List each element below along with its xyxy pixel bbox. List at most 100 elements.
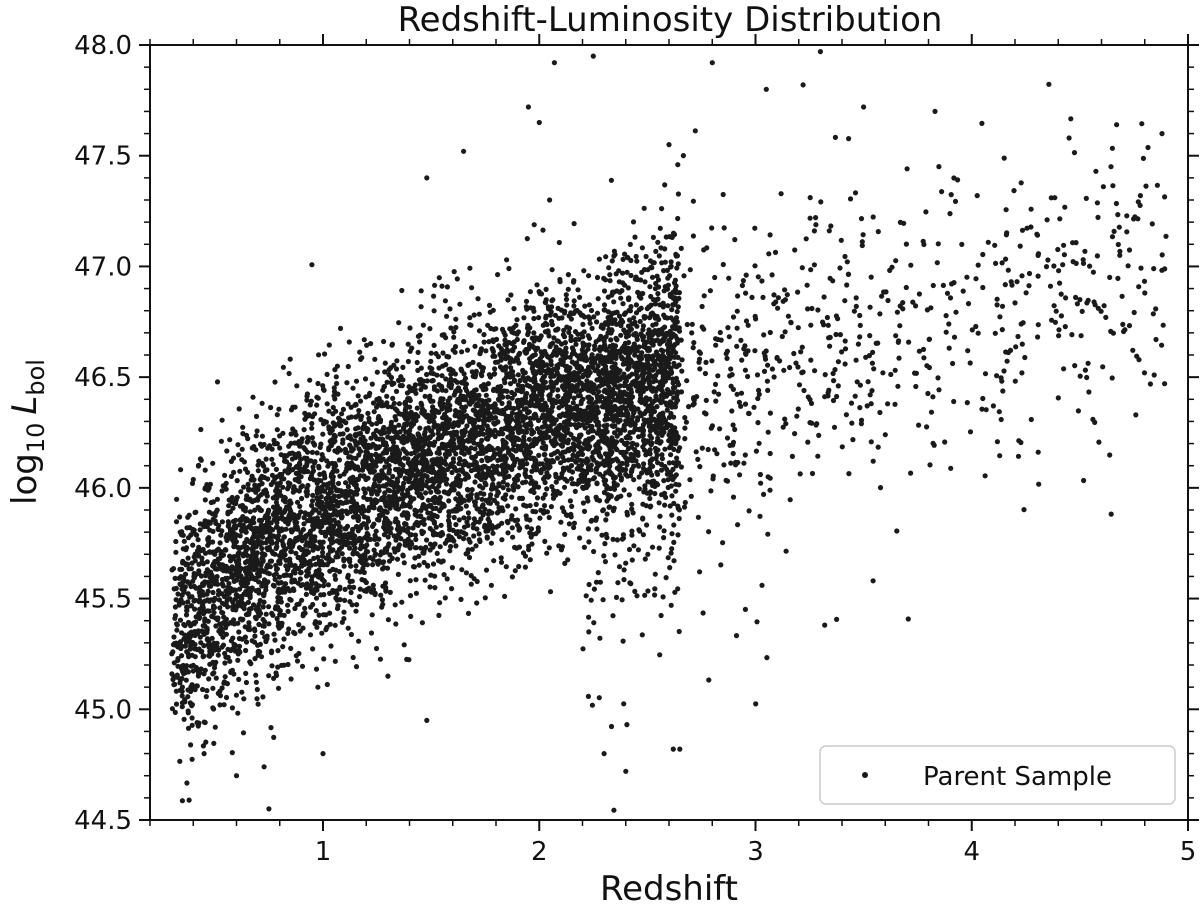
data-point: [245, 486, 252, 492]
data-point: [581, 440, 587, 447]
data-point: [366, 504, 372, 511]
data-point: [842, 338, 848, 344]
data-point: [639, 269, 645, 275]
data-point: [665, 484, 671, 491]
data-point: [296, 488, 302, 494]
data-point: [832, 367, 838, 373]
data-point: [588, 597, 594, 603]
data-point: [942, 439, 948, 445]
data-point: [341, 558, 347, 564]
data-point: [523, 350, 529, 356]
data-point: [520, 413, 526, 419]
data-point: [854, 379, 860, 385]
data-point: [195, 463, 201, 469]
data-point: [509, 395, 515, 401]
data-point: [472, 453, 479, 460]
data-point: [276, 406, 282, 412]
data-point: [192, 606, 198, 612]
data-point: [364, 542, 370, 548]
data-point: [557, 413, 563, 420]
data-point: [286, 626, 292, 632]
data-point: [707, 288, 714, 294]
data-point: [221, 614, 227, 620]
data-point: [276, 574, 283, 580]
data-point: [185, 555, 191, 561]
data-point: [924, 363, 930, 369]
data-point: [508, 292, 514, 298]
data-point: [189, 715, 195, 721]
data-point: [615, 580, 621, 586]
data-point: [307, 632, 314, 638]
data-point: [996, 409, 1002, 415]
data-point: [808, 322, 814, 328]
data-point: [1058, 291, 1064, 297]
data-point: [973, 276, 979, 282]
data-point: [242, 634, 248, 640]
data-point: [662, 378, 669, 384]
data-point: [477, 538, 483, 545]
data-point: [239, 457, 245, 463]
data-point: [241, 696, 247, 702]
data-point: [662, 314, 668, 321]
data-point: [896, 338, 902, 344]
data-point: [1034, 232, 1041, 238]
data-point: [1096, 439, 1102, 445]
data-point: [533, 501, 539, 507]
data-point: [240, 424, 246, 430]
data-point: [668, 410, 674, 417]
data-point: [246, 620, 252, 626]
data-point: [979, 120, 985, 126]
data-point: [1007, 347, 1014, 353]
data-point: [309, 449, 315, 455]
data-point: [214, 379, 221, 385]
data-point: [1117, 252, 1123, 258]
data-point: [1012, 378, 1018, 384]
data-point: [309, 574, 315, 580]
data-point: [678, 389, 685, 395]
data-point: [417, 425, 423, 431]
data-point: [288, 676, 294, 682]
data-point: [601, 553, 607, 559]
data-point: [588, 467, 594, 473]
data-point: [697, 464, 703, 470]
data-point: [813, 222, 819, 228]
data-point: [1058, 313, 1064, 319]
data-point: [656, 545, 662, 551]
data-point: [486, 302, 493, 308]
data-point: [1072, 363, 1078, 369]
data-point: [412, 507, 418, 513]
data-point: [577, 535, 583, 541]
data-point: [1014, 279, 1020, 285]
data-point: [585, 693, 592, 700]
data-point: [374, 420, 380, 427]
data-point: [349, 602, 355, 608]
data-point: [184, 780, 190, 786]
data-point: [869, 360, 876, 366]
data-point: [655, 430, 661, 436]
data-point: [632, 379, 638, 385]
data-point: [752, 348, 758, 354]
data-point: [431, 512, 438, 519]
data-point: [325, 463, 331, 469]
data-point: [858, 216, 865, 222]
data-point: [1084, 374, 1090, 381]
data-point: [1109, 234, 1116, 240]
data-point: [203, 739, 209, 745]
data-point: [980, 284, 986, 291]
data-point: [831, 424, 838, 430]
data-point: [652, 286, 659, 292]
data-point: [608, 177, 615, 183]
data-point: [176, 575, 182, 581]
data-point: [611, 474, 617, 480]
data-point: [169, 706, 175, 712]
data-point: [207, 661, 213, 667]
data-point: [1019, 273, 1025, 279]
data-point: [529, 541, 535, 547]
data-point: [237, 468, 243, 474]
data-point: [709, 423, 716, 429]
data-point: [231, 469, 237, 475]
data-point: [189, 703, 195, 709]
data-point: [1005, 267, 1011, 273]
data-point: [407, 593, 414, 599]
data-point: [254, 428, 260, 434]
